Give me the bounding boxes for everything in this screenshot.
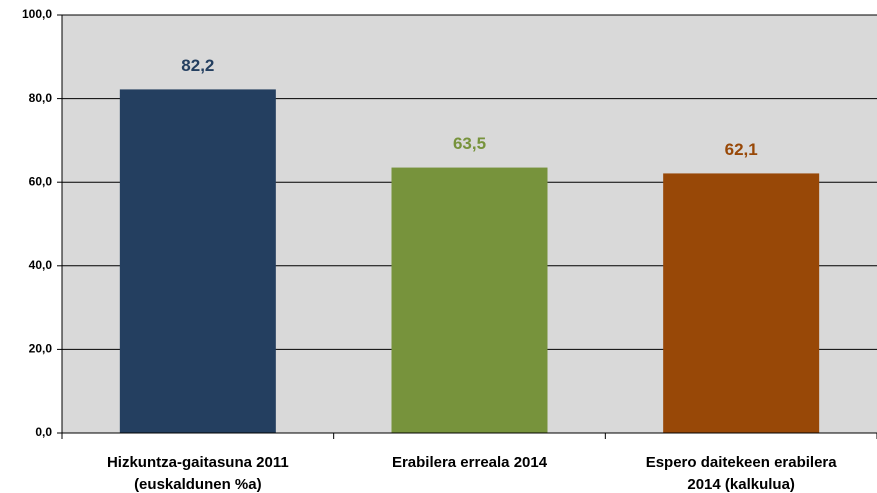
y-tick-label: 80,0 [29,91,53,105]
y-tick-label: 100,0 [22,7,52,21]
y-tick-label: 0,0 [35,425,52,439]
value-label: 82,2 [181,56,214,75]
x-tick-label: Espero daitekeen erabilera [646,454,838,471]
x-tick-label: (euskaldunen %a) [134,476,262,493]
bar [391,167,548,433]
y-tick-label: 60,0 [29,174,53,188]
x-tick-label: 2014 (kalkulua) [687,476,795,493]
value-label: 63,5 [453,134,486,153]
y-tick-label: 20,0 [29,342,53,356]
y-tick-label: 40,0 [29,258,53,272]
bar [119,89,276,434]
x-tick-label: Erabilera erreala 2014 [392,454,548,471]
x-tick-label: Hizkuntza-gaitasuna 2011 [107,454,289,471]
value-label: 62,1 [725,140,758,159]
bar [663,173,820,433]
